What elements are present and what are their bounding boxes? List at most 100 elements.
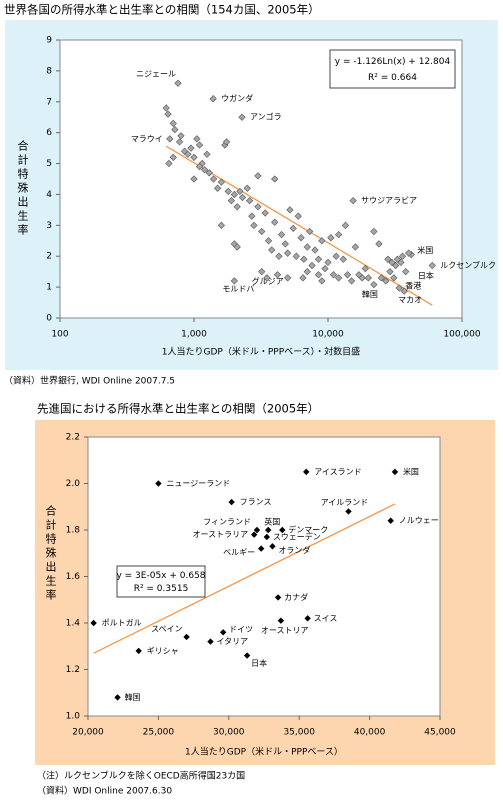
point xyxy=(324,258,332,267)
source: （資料）世界銀行, WDI Online 2007.7.5 xyxy=(4,375,175,387)
point xyxy=(230,277,238,285)
point-label: ベルギー xyxy=(223,548,255,557)
point xyxy=(334,230,343,239)
point xyxy=(263,274,271,282)
point xyxy=(187,144,195,152)
point-label: オーストラリア xyxy=(193,530,249,539)
point-label: 日本 xyxy=(418,270,434,280)
point xyxy=(297,234,305,242)
point-label: スイス xyxy=(314,614,338,623)
point xyxy=(388,258,396,267)
point xyxy=(303,468,310,476)
point-label: 韓国 xyxy=(125,692,141,702)
x-tick-label: 35,000 xyxy=(283,728,315,738)
point xyxy=(271,175,279,183)
point xyxy=(268,246,276,254)
y-tick-label: 3 xyxy=(46,221,52,231)
point-label: モルドバ xyxy=(222,284,254,293)
point xyxy=(217,221,225,229)
point xyxy=(286,206,294,214)
trend-r2: R² = 0.664 xyxy=(368,73,417,83)
point xyxy=(358,274,366,282)
x-tick-label: 20,000 xyxy=(72,728,104,738)
point xyxy=(308,261,316,270)
point xyxy=(391,468,399,476)
y-tick-label: 4 xyxy=(46,190,52,200)
point xyxy=(257,545,265,552)
point-label: ニジェール xyxy=(136,70,176,79)
point xyxy=(245,196,254,205)
equation-box xyxy=(116,565,206,598)
point xyxy=(164,110,172,118)
point xyxy=(253,526,261,534)
point xyxy=(195,141,204,149)
point xyxy=(281,240,289,248)
point xyxy=(370,227,378,236)
x-tick-label: 1,000 xyxy=(181,330,207,340)
x-tick-label: 40,000 xyxy=(354,728,386,738)
point xyxy=(184,150,192,158)
point xyxy=(390,274,398,282)
point-label: ドイツ xyxy=(229,625,253,634)
point-label: 日本 xyxy=(251,658,267,668)
point xyxy=(402,268,410,276)
point xyxy=(292,252,300,260)
point xyxy=(334,274,343,282)
y-tick-label: 1.2 xyxy=(66,665,80,675)
point-label: 英国 xyxy=(264,517,280,527)
note: （注）ルクセンブルクを除くOECD高所得国23カ国 xyxy=(37,770,245,782)
point-label: アイスランド xyxy=(314,467,361,476)
point xyxy=(236,187,244,195)
point xyxy=(321,264,329,273)
point xyxy=(277,617,285,624)
point xyxy=(279,526,286,534)
point-label: フィンランド xyxy=(203,518,251,527)
point xyxy=(303,268,311,276)
point xyxy=(114,694,121,701)
point-label: デンマーク xyxy=(288,525,328,535)
point xyxy=(318,277,326,285)
point-label: ノルウェー xyxy=(399,516,439,525)
point xyxy=(318,237,326,245)
point xyxy=(258,268,266,276)
point xyxy=(314,255,323,263)
point-label: ニュージーランド xyxy=(166,479,230,488)
point-label: グルジア xyxy=(252,276,284,286)
y-tick-label: 1.0 xyxy=(66,712,81,722)
point-label: 香港 xyxy=(405,281,421,291)
point xyxy=(183,633,190,641)
point xyxy=(250,531,258,538)
point xyxy=(228,498,235,506)
point xyxy=(174,79,182,87)
point-label: オランダ xyxy=(278,545,310,555)
point-label: オーストリア xyxy=(261,626,309,635)
source: （資料）WDI Online 2007.6.30 xyxy=(37,785,172,797)
point xyxy=(398,252,407,260)
point xyxy=(397,258,405,267)
y-tick-label: 8 xyxy=(46,66,52,76)
point xyxy=(375,240,383,248)
point-label: 米国 xyxy=(417,245,433,255)
trend-equation: y = 3E-05x + 0.658 xyxy=(116,571,205,581)
x-axis-label: 1人当たりGDP（米ドル・PPPベース）・対数目盛 xyxy=(162,346,360,358)
point xyxy=(345,508,352,515)
point xyxy=(343,271,352,279)
point xyxy=(405,249,413,257)
point xyxy=(213,184,222,192)
point xyxy=(233,203,241,211)
y-tick-label: 0 xyxy=(46,314,52,324)
point xyxy=(177,132,185,140)
point xyxy=(304,615,311,622)
point xyxy=(274,594,282,601)
point xyxy=(261,209,269,217)
point xyxy=(392,261,400,270)
point xyxy=(306,227,314,236)
point xyxy=(351,243,359,251)
point xyxy=(224,187,232,195)
trendline xyxy=(93,503,396,654)
trend-r2: R² = 0.3515 xyxy=(134,584,189,594)
point xyxy=(254,172,262,180)
point xyxy=(219,629,227,636)
point xyxy=(277,230,286,239)
point xyxy=(230,190,238,199)
